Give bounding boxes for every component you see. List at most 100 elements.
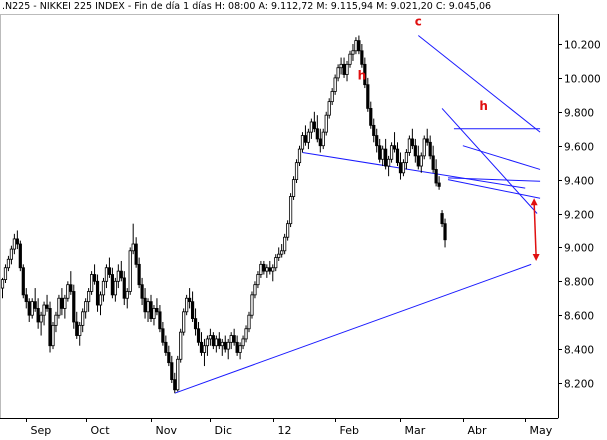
candle-body xyxy=(54,314,58,326)
candle-body xyxy=(164,341,168,353)
y-tick-label: 8.400 xyxy=(564,345,594,357)
candle xyxy=(6,255,11,272)
candle xyxy=(131,223,135,255)
candle xyxy=(294,159,299,183)
candle xyxy=(253,281,257,299)
candle xyxy=(360,44,364,68)
candle-body xyxy=(253,284,257,296)
candle xyxy=(342,57,346,78)
candle xyxy=(265,264,269,278)
candle-body xyxy=(167,352,171,364)
x-tick-label: Abr xyxy=(468,424,488,437)
candle-body xyxy=(190,301,195,319)
candle xyxy=(372,118,376,143)
candle xyxy=(9,245,14,265)
candle xyxy=(176,355,180,392)
candle-body xyxy=(354,40,358,52)
candle xyxy=(27,298,31,322)
candle xyxy=(384,138,388,170)
candle-body xyxy=(389,145,394,160)
candle xyxy=(354,37,358,55)
candle-body xyxy=(265,267,269,272)
candle xyxy=(318,128,322,153)
candle xyxy=(443,218,447,248)
candle-body xyxy=(413,145,417,157)
candle-body xyxy=(440,213,444,225)
candle-body xyxy=(95,280,100,306)
candle xyxy=(431,145,435,173)
candle xyxy=(182,308,186,336)
candle xyxy=(63,294,67,319)
candle-body xyxy=(392,145,397,150)
candle xyxy=(389,142,394,163)
candle-body xyxy=(262,263,266,272)
candle xyxy=(259,260,263,278)
candle xyxy=(324,111,328,136)
candle xyxy=(345,60,349,82)
candle-body xyxy=(72,291,76,323)
candle-body xyxy=(410,138,414,147)
candle xyxy=(173,372,177,394)
candle-body xyxy=(431,155,435,170)
candle xyxy=(244,325,248,343)
candle xyxy=(12,233,16,255)
candle xyxy=(291,176,296,200)
candle xyxy=(271,264,275,282)
candle xyxy=(392,132,397,153)
candle-body xyxy=(146,301,150,313)
candle-body xyxy=(330,91,334,103)
candle-body xyxy=(312,121,316,130)
candle-body xyxy=(398,162,403,174)
candle xyxy=(300,132,305,153)
y-axis: 10.200 10.000 9.800 9.600 9.400 9.200 9.000 8.8… xyxy=(558,40,601,391)
candle-body xyxy=(336,67,340,79)
candle xyxy=(208,328,212,346)
candle-body xyxy=(36,308,40,323)
candle xyxy=(84,298,88,319)
candle xyxy=(226,338,230,360)
candle xyxy=(235,335,239,356)
candle xyxy=(167,345,171,367)
candle xyxy=(366,77,370,112)
candle-body xyxy=(434,169,438,184)
candle-body xyxy=(256,274,260,286)
candle-body xyxy=(75,321,79,336)
candle xyxy=(54,311,58,333)
grid xyxy=(0,14,559,419)
candle-body xyxy=(244,328,248,340)
candle xyxy=(312,111,316,133)
candle-body xyxy=(214,338,218,347)
candle-body xyxy=(104,267,109,282)
candle-body xyxy=(179,331,183,360)
candle-body xyxy=(241,338,245,347)
candle xyxy=(398,152,403,180)
candle-body xyxy=(42,304,46,316)
candle-body xyxy=(294,162,299,180)
candle-body xyxy=(3,267,8,281)
candle xyxy=(21,264,25,299)
candle-body xyxy=(84,301,88,313)
candle xyxy=(256,271,260,289)
candle xyxy=(211,332,215,350)
candle xyxy=(330,88,334,106)
candle-body xyxy=(342,63,346,75)
candle xyxy=(113,277,117,302)
candle xyxy=(36,298,40,329)
x-tick-label: Nov xyxy=(156,424,178,437)
plot-frame xyxy=(0,14,559,419)
candle xyxy=(119,260,123,282)
candle xyxy=(42,301,46,326)
candle-body xyxy=(152,308,156,319)
candle-body xyxy=(101,280,106,296)
y-tick-label: 10.200 xyxy=(564,40,601,52)
candle-body xyxy=(193,318,198,330)
candle-body xyxy=(202,345,207,353)
candle-body xyxy=(116,270,120,282)
candle-body xyxy=(30,301,34,316)
candle xyxy=(18,240,22,272)
candle xyxy=(193,308,198,336)
trendline xyxy=(174,263,532,394)
candle-body xyxy=(137,263,141,286)
symbol: .N225 xyxy=(2,1,31,12)
candle-body xyxy=(339,63,343,69)
